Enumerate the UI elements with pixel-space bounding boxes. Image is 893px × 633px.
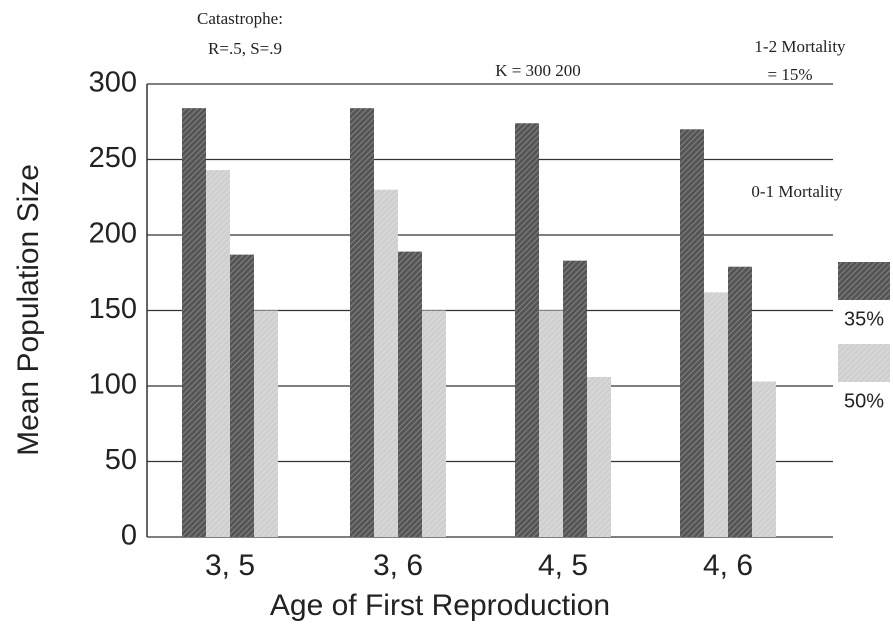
y-tick-label: 100 [89,369,137,401]
bar-hatch [728,266,752,537]
bar-hatch [374,189,398,537]
legend-swatch-hatch [838,262,890,300]
legend-swatch-hatch [838,344,890,382]
bar-hatch [563,260,587,537]
y-tick-label: 0 [121,520,137,552]
annotation: K = 300 200 [495,61,581,80]
y-axis-label: Mean Population Size [12,164,45,456]
x-tick-label: 3, 5 [205,549,255,582]
bar-hatch [587,376,611,537]
y-tick-label: 50 [105,444,137,476]
bar-hatch [422,310,446,537]
bar-hatch [254,310,278,537]
y-tick-label: 150 [89,293,137,325]
annotation: 0-1 Mortality [751,182,843,201]
x-tick-label: 3, 6 [373,549,423,582]
bar-hatch [752,381,776,537]
annotation: = 15% [768,65,813,84]
bar-hatch [230,254,254,537]
bar-hatch [350,108,374,537]
bar-hatch [539,310,563,537]
annotation: 1-2 Mortality [754,37,846,56]
y-tick-label: 200 [89,218,137,250]
x-axis-label: Age of First Reproduction [270,589,610,622]
bar-hatch [398,251,422,538]
annotation: R=.5, S=.9 [208,39,282,58]
bar-hatch [704,292,728,537]
y-tick-label: 250 [89,142,137,174]
annotation: Catastrophe: [197,9,283,28]
x-tick-label: 4, 5 [538,549,588,582]
legend-label: 50% [844,390,884,412]
bar-hatch [680,129,704,538]
legend-label: 35% [844,308,884,330]
y-tick-label: 300 [89,67,137,99]
bar-hatch [182,108,206,537]
bar-hatch [206,170,230,537]
bar-hatch [515,123,539,537]
x-tick-label: 4, 6 [703,549,753,582]
